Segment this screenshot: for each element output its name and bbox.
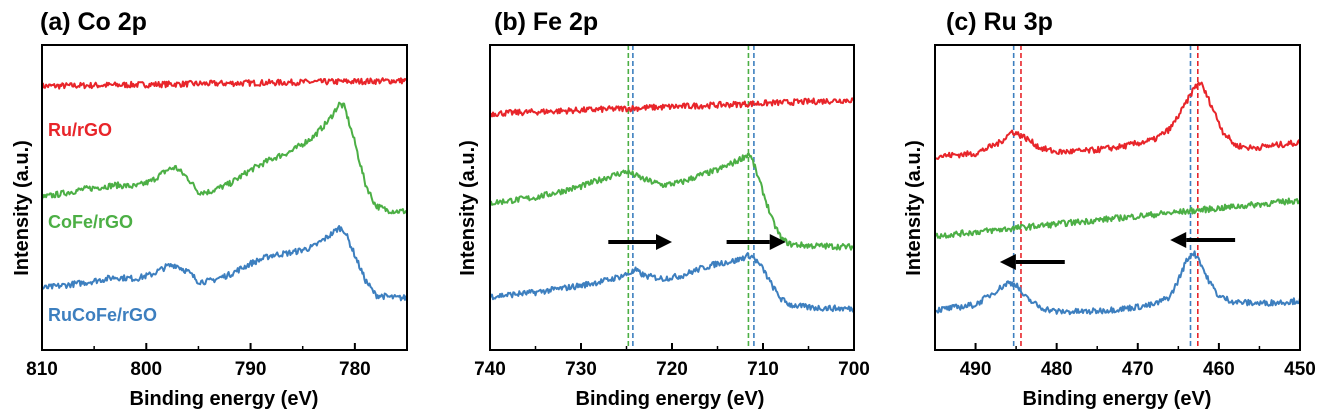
x-tick-label-700: 700 (838, 359, 870, 380)
label-rucofe-rgo: RuCoFe/rGO (48, 305, 157, 325)
series-line-ru-rgo (934, 81, 1301, 160)
x-tick-label-790: 790 (235, 359, 267, 380)
panel-c-title: (c) Ru 3p (946, 8, 1053, 36)
shift-arrow-head-0 (656, 234, 672, 250)
x-tick-label-480: 480 (1041, 359, 1073, 380)
x-tick-label-490: 490 (960, 359, 992, 380)
label-ru-rgo: Ru/rGO (48, 120, 112, 140)
panel-c-xlabel: Binding energy (eV) (1023, 388, 1212, 410)
series-line-ru-rgo (489, 96, 855, 118)
series-line-cofe-rgo (41, 101, 408, 215)
x-tick-label-470: 470 (1122, 359, 1154, 380)
plot-frame (41, 44, 408, 351)
x-tick-label-730: 730 (565, 359, 597, 380)
plot-frame (934, 44, 1301, 351)
series-line-rucofe-rgo (41, 225, 408, 302)
panel-a-plot: 810 800 790 780 (26, 44, 408, 380)
panel-c-plot: 490 480 470 460 450 (934, 44, 1316, 380)
panel-a: (a) Co 2p Intensity (a.u.) Binding energ… (11, 8, 408, 410)
x-tick-label-740: 740 (474, 359, 506, 380)
panel-c-ylabel: Intensity (a.u.) (903, 140, 925, 276)
series-line-cofe-rgo (489, 152, 855, 251)
panel-a-title: (a) Co 2p (40, 8, 147, 36)
x-tick-label-810: 810 (26, 359, 58, 380)
series-line-rucofe-rgo (489, 252, 855, 313)
panel-c: (c) Ru 3p Intensity (a.u.) Binding energ… (903, 8, 1316, 410)
panel-a-xlabel: Binding energy (eV) (130, 388, 319, 410)
shift-arrow-head-1 (999, 254, 1016, 270)
x-tick-label-720: 720 (656, 359, 688, 380)
x-tick-label-800: 800 (130, 359, 162, 380)
shift-arrow-head-0 (1170, 232, 1187, 248)
series-line-cofe-rgo (934, 197, 1301, 240)
panel-b-plot: 740 730 720 710 700 (474, 44, 870, 380)
shift-arrow-head-1 (769, 234, 786, 250)
panel-b: (b) Fe 2p Intensity (a.u.) Binding energ… (457, 8, 870, 410)
x-tick-label-780: 780 (339, 359, 371, 380)
x-tick-label-450: 450 (1284, 359, 1316, 380)
label-cofe-rgo: CoFe/rGO (48, 212, 133, 232)
series-line-rucofe-rgo (934, 250, 1301, 316)
x-tick-label-710: 710 (747, 359, 779, 380)
panel-b-ylabel: Intensity (a.u.) (457, 140, 479, 276)
panel-b-title: (b) Fe 2p (494, 8, 598, 36)
series-line-ru-rgo (41, 77, 408, 90)
x-tick-label-460: 460 (1203, 359, 1235, 380)
panel-b-xlabel: Binding energy (eV) (576, 388, 765, 410)
panel-a-ylabel: Intensity (a.u.) (11, 140, 33, 276)
